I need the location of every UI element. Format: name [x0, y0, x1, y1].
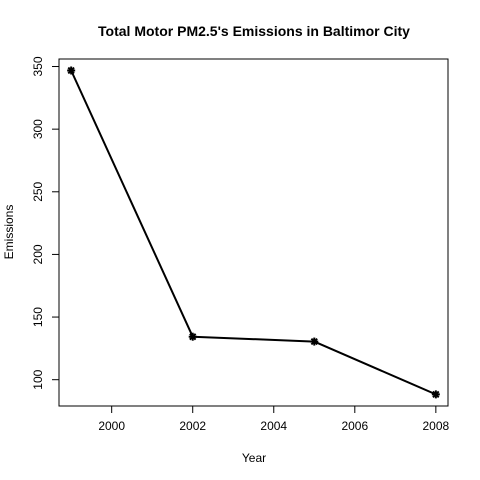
y-tick-label: 200 — [31, 244, 45, 264]
data-point — [67, 66, 76, 75]
x-axis: 2000 2002 2004 2006 2008 — [98, 406, 450, 433]
y-tick-label: 250 — [31, 181, 45, 201]
y-axis-label: Emissions — [2, 205, 16, 260]
chart-title: Total Motor PM2.5's Emissions in Baltimo… — [98, 23, 410, 39]
x-tick-label: 2008 — [422, 419, 449, 433]
y-tick-label: 150 — [31, 307, 45, 327]
data-point — [310, 337, 319, 346]
y-tick-label: 300 — [31, 119, 45, 139]
y-tick-label: 350 — [31, 56, 45, 76]
y-tick-label: 100 — [31, 369, 45, 389]
x-tick-label: 2000 — [98, 419, 125, 433]
x-axis-label: Year — [242, 451, 266, 465]
plot-frame — [58, 58, 449, 407]
series-line — [70, 70, 437, 396]
series-emissions — [67, 66, 440, 399]
data-point — [431, 390, 440, 399]
x-tick-label: 2006 — [341, 419, 368, 433]
data-point — [188, 332, 197, 341]
y-axis: 100 150 200 250 300 350 — [31, 56, 59, 390]
x-tick-label: 2002 — [179, 419, 206, 433]
x-tick-label: 2004 — [260, 419, 287, 433]
